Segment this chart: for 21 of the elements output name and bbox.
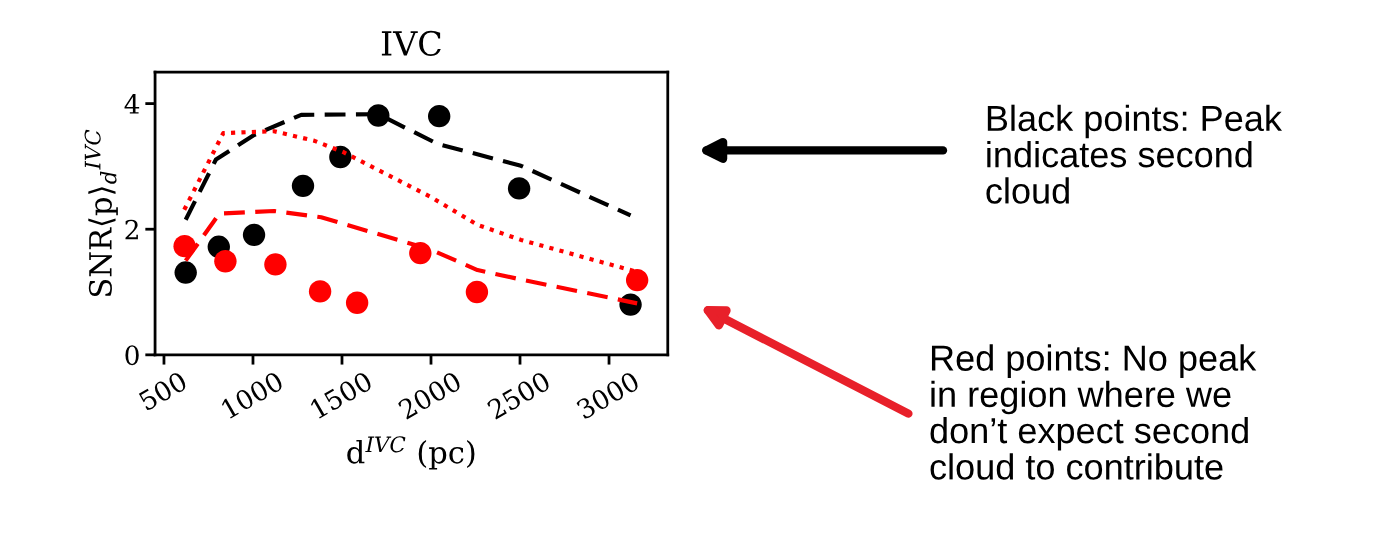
point [329, 145, 352, 169]
point [291, 174, 315, 198]
point [625, 268, 649, 292]
point [427, 104, 451, 128]
y-axis-title: SNR⟨p⟩$_{d}$$^{IVC}$ [84, 129, 118, 297]
point [264, 253, 287, 276]
x-axis-title: d$^{IVC}$ (pc) [347, 436, 475, 470]
text: Black points: Peak indicates second cloud [986, 104, 1283, 204]
point [174, 261, 197, 284]
point [465, 280, 489, 304]
y-tick-label: 4 [124, 94, 140, 114]
point [214, 250, 237, 273]
point [507, 177, 531, 200]
point [308, 280, 332, 303]
text: Red points: No peak in region where we don’t expect second cloud to contribute [930, 344, 1257, 480]
y-tick-label: 0 [125, 345, 139, 366]
point [242, 223, 266, 247]
y-tick-label: 2 [125, 219, 138, 240]
chart-title: IVC [381, 30, 441, 56]
point [345, 291, 369, 314]
x-tick-label: 500 [137, 370, 189, 412]
